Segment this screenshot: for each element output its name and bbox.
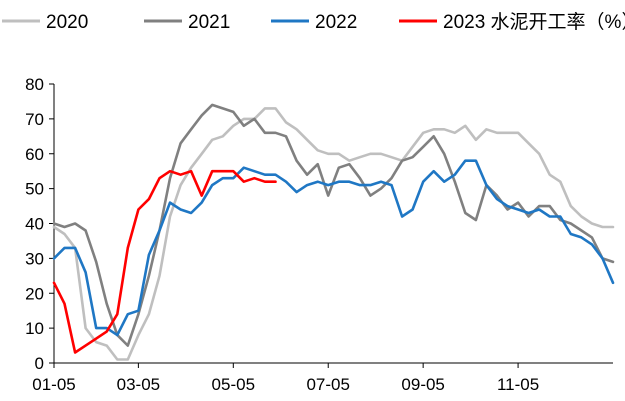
series-line-2020 — [52, 107, 615, 361]
x-tick-label: 07-05 — [306, 375, 349, 394]
legend-label-2020: 2020 — [46, 12, 88, 33]
y-tick-label: 30 — [25, 249, 44, 268]
legend-label-2023: 2023 水泥开工率（%） — [443, 11, 625, 33]
series-line-2022 — [52, 159, 615, 337]
x-tick-label: 01-05 — [32, 375, 75, 394]
legend-label-2022: 2022 — [315, 12, 357, 33]
y-tick-label: 80 — [25, 75, 44, 94]
x-tick-label: 05-05 — [212, 375, 255, 394]
x-tick-label: 03-05 — [117, 375, 160, 394]
series-line-2021 — [52, 103, 615, 347]
plot-area — [52, 103, 615, 361]
y-tick-label: 60 — [25, 145, 44, 164]
legend: 2020 2021 2022 2023 水泥开工率（%） — [2, 11, 625, 33]
y-tick-label: 0 — [35, 354, 44, 373]
series-line-2023 — [52, 169, 277, 354]
y-tick-label: 70 — [25, 110, 44, 129]
y-tick-label: 50 — [25, 180, 44, 199]
y-tick-label: 20 — [25, 284, 44, 303]
y-tick-label: 10 — [25, 319, 44, 338]
x-tick-label: 11-05 — [497, 375, 539, 394]
y-tick-label: 40 — [25, 215, 44, 234]
legend-label-2021: 2021 — [188, 12, 230, 33]
x-tick-label: 09-05 — [401, 375, 444, 394]
axes: 0 10 20 30 40 50 60 70 80 01-05 03-05 05-05 07-05 09-… — [25, 75, 613, 394]
